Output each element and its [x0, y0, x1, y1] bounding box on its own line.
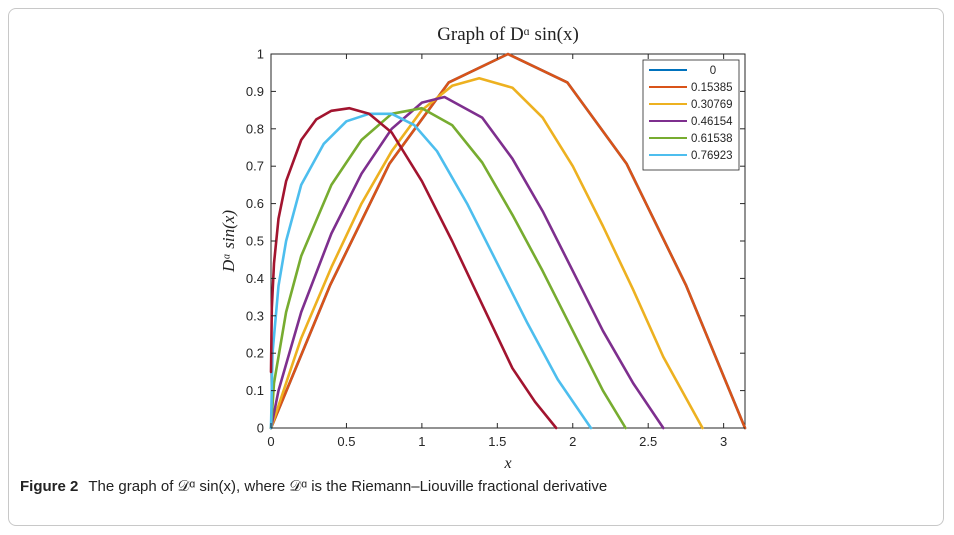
legend-label: 0.30769 — [691, 99, 733, 111]
series-line-3 — [269, 95, 665, 430]
y-tick-label: 0.5 — [246, 234, 264, 249]
y-tick-label: 0.2 — [246, 346, 264, 361]
legend-box — [642, 59, 740, 171]
legend-label: 0.61538 — [691, 133, 733, 145]
axes-layer: 0 0.5 1 1.5 2 2.5 3 0 0.1 0.2 0.3 0.4 0.5 0.6 0.7 0.8 0.… — [246, 47, 745, 449]
x-tick-label: 0.5 — [337, 434, 355, 449]
legend: 0 0.15385 0.30769 0.46154 0.61538 0.76923 — [642, 59, 740, 171]
y-tick-label: 0.7 — [246, 159, 264, 174]
series-line-6 — [269, 106, 558, 430]
figure-caption: Figure 2 The graph of 𝒟ᵅ sin(x), where 𝒟ᵅ… — [20, 478, 607, 495]
caption-text: The graph of 𝒟ᵅ sin(x), where 𝒟ᵅ is the … — [88, 478, 608, 495]
y-tick-label: 0.3 — [246, 308, 264, 323]
y-tick-label: 0.6 — [246, 196, 264, 211]
x-tick-label: 3 — [720, 434, 727, 449]
y-tick-label: 0.1 — [246, 383, 264, 398]
y-axis-label: Dᵅ sin(x) — [219, 210, 238, 273]
x-tick-label: 2 — [569, 434, 576, 449]
series-line-1 — [269, 52, 747, 430]
y-tick-label: 0.8 — [246, 121, 264, 136]
x-tick-label: 2.5 — [639, 434, 657, 449]
y-tick-label: 0.4 — [246, 271, 264, 286]
x-tick-label: 0 — [267, 434, 274, 449]
series-line-4 — [269, 106, 627, 430]
y-tick-label: 0 — [257, 421, 264, 436]
x-tick-label: 1 — [418, 434, 425, 449]
legend-label: 0 — [710, 65, 716, 77]
series-line-5 — [269, 112, 593, 430]
legend-label: 0.76923 — [691, 150, 733, 162]
caption-label: Figure 2 — [20, 478, 79, 495]
series-layer — [269, 52, 747, 430]
legend-label: 0.46154 — [691, 116, 733, 128]
y-tick-label: 0.9 — [246, 84, 264, 99]
x-tick-label: 1.5 — [488, 434, 506, 449]
chart: Graph of Dᵅ sin(x) 0 0.5 1 1.5 2 2.5 300.10.20… — [219, 24, 747, 470]
y-tick-label: 1 — [257, 47, 264, 62]
series-line-2 — [269, 77, 704, 430]
chart-title: Graph of Dᵅ sin(x) — [437, 24, 579, 45]
legend-label: 0.15385 — [691, 82, 733, 94]
x-axis-label: x — [503, 455, 511, 470]
